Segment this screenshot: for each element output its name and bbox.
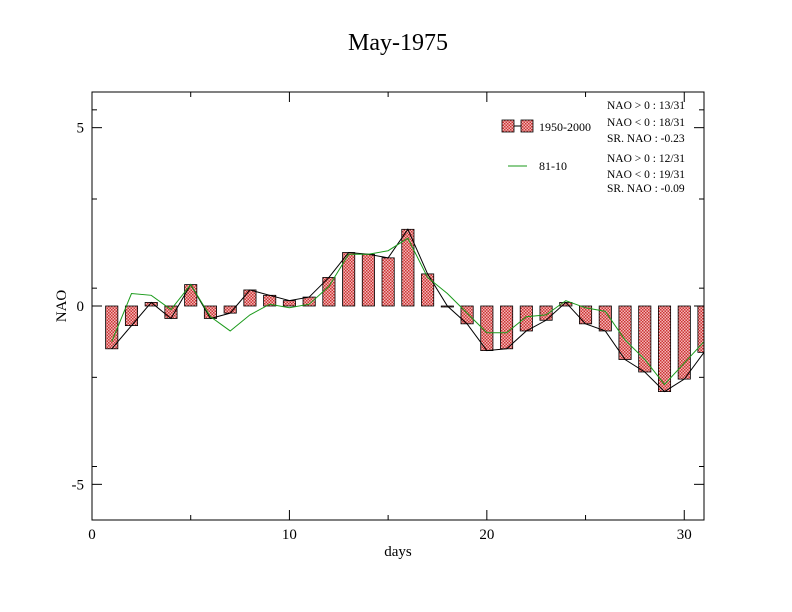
stats-81-10-neg: NAO < 0 : 19/31: [607, 169, 685, 181]
stats-1950-2000-neg: NAO < 0 : 18/31: [607, 117, 685, 129]
x-tick-label: 20: [479, 527, 494, 543]
bar-1950-2000-day-8: [243, 289, 257, 307]
legend-label-1950-2000: 1950-2000: [539, 120, 591, 134]
bar-1950-2000-day-10: [282, 300, 296, 307]
bar-1950-2000-day-7: [223, 305, 237, 314]
chart-title: May-1975: [348, 30, 448, 56]
bar-1950-2000-day-1: [105, 305, 119, 350]
stats-81-10-pos: NAO > 0 : 12/31: [607, 153, 685, 165]
bar-1950-2000-day-28: [638, 305, 652, 373]
stats-81-10-sr: SR. NAO : -0.09: [607, 183, 685, 195]
x-axis-label: days: [384, 544, 412, 560]
bar-1950-2000-day-4: [164, 305, 178, 319]
bar-series: [105, 228, 704, 392]
bar-1950-2000-day-5: [184, 284, 198, 307]
legend: 1950-2000 81-10 NAO > 0 : 13/31 NAO < 0 …: [501, 100, 685, 195]
x-tick-label: 10: [282, 527, 297, 543]
legend-swatch-bar-left: [501, 119, 515, 133]
bar-1950-2000-day-2: [124, 305, 139, 327]
bar-1950-2000-day-31: [697, 305, 704, 353]
line-81-10: [111, 237, 704, 386]
bar-1950-2000-day-22: [519, 305, 533, 332]
axis-ticks: 0 10 20 30 -5 0 5: [72, 92, 704, 543]
bar-1950-2000-day-27: [618, 305, 632, 360]
line-series: [111, 228, 704, 393]
y-tick-label: 5: [77, 121, 85, 137]
bar-1950-2000-day-23: [539, 305, 553, 321]
x-tick-label: 0: [88, 527, 96, 543]
y-axis-label: NAO: [54, 290, 70, 323]
stats-1950-2000-sr: SR. NAO : -0.23: [607, 133, 685, 145]
line-1950-2000: [111, 228, 704, 393]
bar-1950-2000-day-17: [421, 273, 435, 307]
legend-label-81-10: 81-10: [539, 159, 567, 173]
legend-swatch-bar-right: [520, 119, 534, 133]
x-tick-label: 30: [677, 527, 692, 543]
stats-1950-2000-pos: NAO > 0 : 13/31: [607, 100, 685, 112]
bar-1950-2000-day-26: [598, 305, 612, 332]
bar-1950-2000-day-14: [361, 253, 375, 307]
y-tick-label: 0: [77, 299, 85, 315]
bar-1950-2000-day-15: [381, 257, 395, 307]
y-tick-label: -5: [72, 477, 85, 493]
bar-1950-2000-day-21: [500, 305, 514, 350]
